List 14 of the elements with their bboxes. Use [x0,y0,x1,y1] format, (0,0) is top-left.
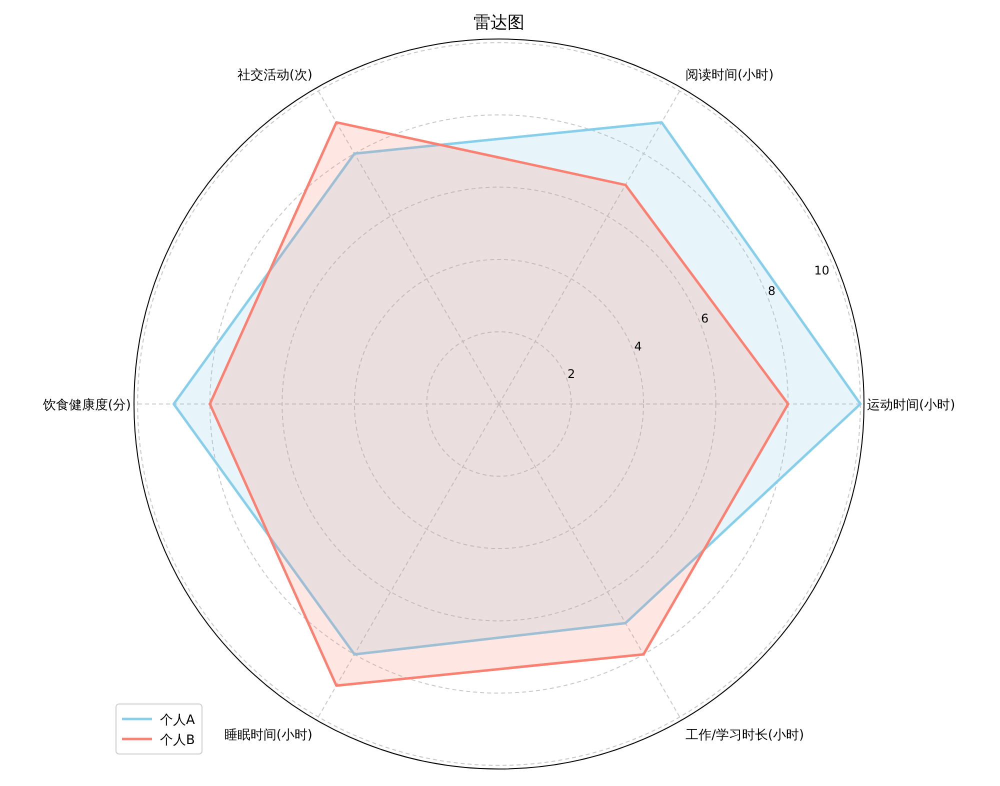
y-tick-label: 6 [701,312,709,326]
spoke-label: 饮食健康度(分) [42,397,131,413]
spoke-label: 工作/学习时长(小时) [686,728,804,743]
legend-label: 个人B [160,733,195,748]
y-tick-label: 4 [634,339,642,354]
y-tick-label: 8 [768,284,776,298]
spoke-label: 运动时间(小时) [867,398,956,413]
legend-label: 个人A [160,713,195,728]
chart-title: 雷达图 [474,13,524,33]
y-tick-label: 10 [814,263,830,278]
spoke-label: 社交活动(次) [237,67,312,84]
spoke-label: 阅读时间(小时) [686,68,774,84]
spoke-label: 睡眠时间(小时) [224,728,312,743]
y-tick-label: 2 [568,367,576,382]
